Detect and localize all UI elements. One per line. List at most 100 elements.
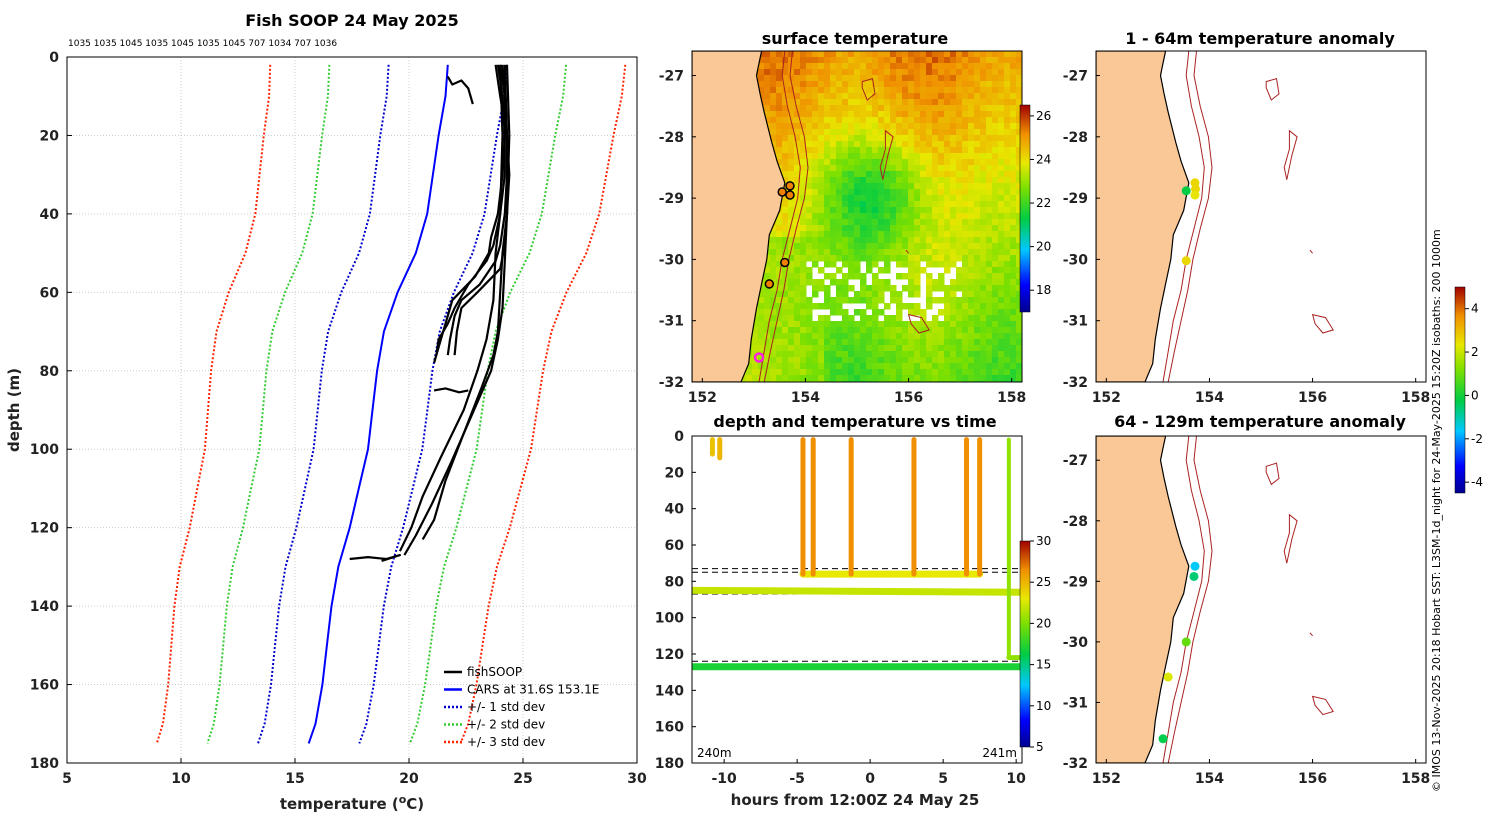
sst-cell: [830, 129, 837, 136]
sst-cell: [890, 195, 897, 202]
sst-cell: [938, 339, 945, 346]
sst-cell: [920, 195, 927, 202]
sst-cell: [932, 207, 939, 214]
sst-cell: [992, 291, 999, 298]
tick-label-y: 60: [40, 285, 60, 301]
sst-cell: [920, 135, 927, 142]
sst-cell: [908, 285, 915, 292]
anomaly-point: [1190, 561, 1200, 571]
sst-cell: [908, 291, 915, 298]
sst-cell: [752, 339, 759, 346]
sst-cell: [1016, 315, 1022, 322]
sst-cell: [914, 243, 921, 250]
sst-cell: [866, 285, 873, 292]
sst-cell: [962, 111, 969, 118]
sst-cell: [938, 363, 945, 370]
sst-cell: [1004, 105, 1011, 112]
sst-cell: [986, 297, 993, 304]
sst-cell: [890, 99, 897, 106]
sst-cell: [980, 267, 987, 274]
sst-cell: [1016, 291, 1022, 298]
sst-cell: [914, 171, 921, 178]
sst-cell: [1004, 75, 1011, 82]
sst-cell: [812, 153, 819, 160]
std-dev-line: [206, 64, 331, 744]
sst-cell: [890, 249, 897, 256]
sst-cell: [992, 159, 999, 166]
sst-cell: [848, 183, 855, 190]
sst-cell: [968, 171, 975, 178]
sst-cell: [842, 207, 849, 214]
sst-cell: [1004, 261, 1011, 268]
sst-cell: [908, 243, 915, 250]
sst-cell: [884, 303, 891, 310]
sst-cell: [866, 135, 873, 142]
sst-cell: [758, 297, 765, 304]
sst-cell: [878, 333, 885, 340]
sst-cell: [824, 243, 831, 250]
sst-cell: [860, 171, 867, 178]
sst-cell: [944, 135, 951, 142]
sst-cell: [788, 75, 795, 82]
sst-cell: [884, 183, 891, 190]
sst-cell: [848, 267, 855, 274]
sst-cell: [800, 249, 807, 256]
sst-cell: [752, 363, 759, 370]
sst-cell: [812, 207, 819, 214]
sst-cell: [842, 333, 849, 340]
sst-cell: [776, 255, 783, 262]
sst-cell: [932, 363, 939, 370]
sst-cell: [884, 117, 891, 124]
sst-cell: [848, 135, 855, 142]
anom-upper-title: 1 - 64m temperature anomaly: [1125, 29, 1395, 48]
sst-cell: [992, 309, 999, 316]
sst-cell: [890, 339, 897, 346]
sst-cell: [962, 255, 969, 262]
sst-cell: [926, 135, 933, 142]
sst-cell: [866, 147, 873, 154]
sst-cell: [836, 309, 843, 316]
sst-cell: [896, 63, 903, 70]
sst-cell: [980, 177, 987, 184]
sst-cell: [980, 285, 987, 292]
sst-cell: [932, 189, 939, 196]
sst-cell: [902, 129, 909, 136]
sst-cell: [932, 213, 939, 220]
seamount-isobath: [1309, 632, 1313, 637]
sst-cell: [842, 147, 849, 154]
sst-cell: [956, 369, 963, 376]
sst-cell: [902, 321, 909, 328]
isobath-line: [1167, 436, 1213, 763]
sst-cell: [848, 315, 855, 322]
sst-cell: [788, 129, 795, 136]
sst-cell: [764, 111, 771, 118]
sst-cell: [758, 315, 765, 322]
sst-cell: [854, 153, 861, 160]
sst-cell: [866, 243, 873, 250]
sst-cell: [1016, 81, 1022, 88]
cb-label: -2: [1471, 432, 1483, 446]
sst-cell: [896, 339, 903, 346]
sst-cell: [992, 51, 999, 58]
sst-cell: [842, 87, 849, 94]
sst-cell: [980, 291, 987, 298]
sst-cell: [800, 165, 807, 172]
sst-cell: [848, 231, 855, 238]
sst-cell: [818, 201, 825, 208]
sst-cell: [842, 75, 849, 82]
sst-cell: [782, 237, 789, 244]
sst-cell: [908, 345, 915, 352]
anom-upper-land: [1096, 51, 1190, 382]
anom-lower-title: 64 - 129m temperature anomaly: [1114, 412, 1406, 431]
top-ids: 1035 1035 1045 1035 1045 1035 1045 707 1…: [68, 39, 337, 49]
sst-cell: [956, 339, 963, 346]
sst-cell: [998, 171, 1005, 178]
cb-label: 0: [1471, 388, 1479, 402]
sst-cell: [968, 105, 975, 112]
sst-cell: [974, 273, 981, 280]
sst-cell: [932, 87, 939, 94]
sst-cell: [806, 111, 813, 118]
sst-cell: [1004, 327, 1011, 334]
sst-cell: [938, 99, 945, 106]
sst-cell: [752, 369, 759, 376]
